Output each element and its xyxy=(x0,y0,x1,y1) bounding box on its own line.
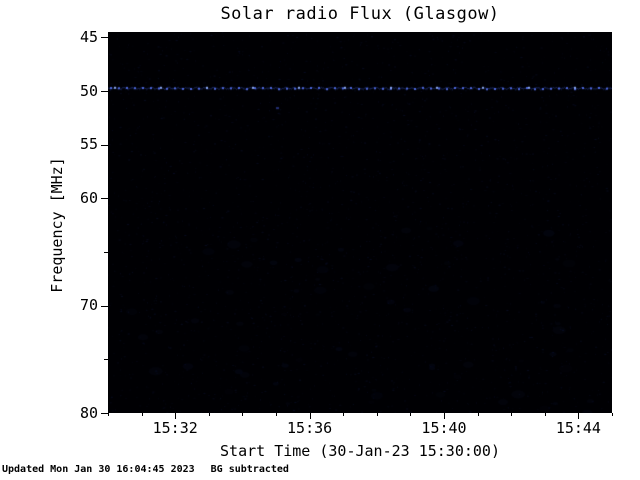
x-tick-mark xyxy=(309,413,311,419)
x-tick-label: 15:32 xyxy=(152,419,198,437)
x-tick-label: 15:44 xyxy=(555,419,601,437)
x-minor-tick-mark xyxy=(544,413,546,416)
y-minor-tick-mark xyxy=(104,252,108,253)
x-minor-tick-mark xyxy=(141,413,143,416)
y-tick-mark xyxy=(101,144,108,146)
x-minor-tick-mark xyxy=(108,413,109,416)
x-tick-mark xyxy=(444,413,445,419)
x-minor-tick-mark xyxy=(511,413,513,416)
y-axis-label: Frequency [MHz] xyxy=(48,157,66,293)
y-minor-tick-mark xyxy=(104,359,108,361)
y-tick-label: 70 xyxy=(79,296,98,315)
y-tick-mark xyxy=(101,37,108,39)
y-tick-mark xyxy=(101,91,108,93)
x-tick-label: 15:40 xyxy=(421,419,467,437)
x-minor-tick-mark xyxy=(477,413,479,416)
y-tick-mark xyxy=(101,198,108,200)
x-tick-mark xyxy=(578,413,580,419)
x-minor-tick-mark xyxy=(612,413,613,416)
x-tick-mark xyxy=(175,413,177,419)
y-tick-label: 60 xyxy=(79,188,98,207)
spectrogram-canvas xyxy=(108,32,612,413)
x-minor-tick-mark xyxy=(410,413,412,416)
bg-subtracted-note: BG subtracted xyxy=(210,464,289,475)
y-tick-mark xyxy=(101,413,108,414)
y-tick-label: 55 xyxy=(79,135,98,154)
x-minor-tick-mark xyxy=(276,413,277,416)
x-minor-tick-mark xyxy=(208,413,210,416)
y-tick-label: 80 xyxy=(79,403,98,422)
x-tick-label: 15:36 xyxy=(287,419,333,437)
x-minor-tick-mark xyxy=(343,413,345,416)
updated-timestamp: Updated Mon Jan 30 16:04:45 2023 xyxy=(2,464,195,475)
y-tick-label: 50 xyxy=(79,81,98,100)
x-minor-tick-mark xyxy=(242,413,244,416)
y-tick-mark xyxy=(101,305,108,307)
chart-title: Solar radio Flux (Glasgow) xyxy=(220,4,500,24)
footer: Updated Mon Jan 30 16:04:45 2023 BG subt… xyxy=(2,464,289,475)
x-minor-tick-mark xyxy=(376,413,378,416)
x-axis-label: Start Time (30-Jan-23 15:30:00) xyxy=(220,442,500,460)
y-tick-label: 45 xyxy=(79,27,98,46)
